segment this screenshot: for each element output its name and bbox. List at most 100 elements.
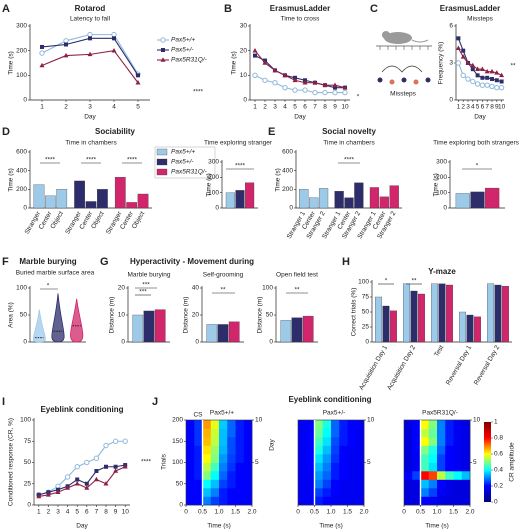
- y-tick-label: 25: [362, 324, 370, 331]
- heatmap-cell: [306, 445, 315, 455]
- y-tick-label: 100: [16, 72, 27, 79]
- heatmap-cell: [210, 454, 220, 463]
- heatmap-cell: [347, 420, 357, 429]
- marker: [489, 83, 495, 90]
- heatmap-cell: [322, 445, 332, 455]
- heatmap-cell: [210, 445, 220, 455]
- heatmap-cell: [186, 479, 195, 489]
- heatmap-cell: [227, 488, 236, 497]
- heatmap-cell: [298, 488, 307, 497]
- x-tick-label: 5: [136, 104, 140, 111]
- heatmap-cell: [412, 488, 421, 497]
- marker: [480, 75, 485, 80]
- marker: [342, 84, 348, 90]
- panel-letter: C: [370, 3, 378, 15]
- bar: [369, 187, 380, 209]
- heatmap-cell: [306, 454, 315, 463]
- heatmap-cell: [445, 496, 454, 506]
- marker: [474, 81, 481, 87]
- y-tick-label: 100: [208, 189, 219, 196]
- y2-tick-label: 10: [255, 417, 263, 424]
- heatmap-cell: [437, 496, 446, 506]
- heatmap-cell: [186, 462, 195, 472]
- bar: [137, 193, 149, 209]
- heatmap-cell: [412, 445, 421, 455]
- bar: [389, 185, 399, 209]
- y-tick-label: 150: [172, 438, 183, 445]
- x-tick-label: 6: [481, 104, 485, 111]
- line: [254, 55, 345, 89]
- bar: [56, 189, 68, 209]
- y-axis-label: Distance (m): [183, 297, 190, 334]
- heatmap-cell: [355, 496, 365, 506]
- x-axis-label: Day: [76, 523, 88, 530]
- heatmap-cell: [453, 496, 463, 506]
- marker: [262, 60, 268, 65]
- y-tick-label: 200: [172, 417, 183, 424]
- heatmap-cell: [306, 420, 315, 429]
- bar: [473, 316, 481, 343]
- heatmap-cell: [194, 479, 203, 489]
- x-tick-label: 2.0: [465, 509, 474, 516]
- heatmap-cell: [420, 454, 430, 463]
- heatmap-cell: [339, 437, 348, 446]
- heatmap-cell: [219, 445, 228, 455]
- heatmap-cell: [339, 488, 348, 497]
- significance: ****: [45, 157, 56, 164]
- y-axis-label: Distance (m): [109, 297, 116, 334]
- marker: [113, 468, 119, 473]
- heatmap-cell: [186, 471, 195, 480]
- heatmap-cell: [355, 471, 365, 480]
- heatmap-cell: [437, 437, 446, 446]
- significance: **: [411, 278, 417, 285]
- marker: [470, 78, 476, 85]
- heatmap-cell: [347, 471, 357, 480]
- panel-letter: J: [152, 396, 158, 408]
- y2-tick-label: 10: [367, 417, 375, 424]
- heatmap-cell: [194, 437, 203, 446]
- heatmap-cell: [412, 454, 421, 463]
- y-tick-label: 200: [208, 174, 219, 181]
- heatmap-cell: [219, 428, 228, 438]
- heatmap-cell: [227, 462, 236, 472]
- marker: [39, 50, 45, 56]
- heatmap-cell: [202, 471, 212, 480]
- marker: [63, 38, 69, 44]
- marker: [84, 485, 90, 490]
- x-tick-label: 10: [122, 509, 130, 516]
- heatmap-cell: [210, 437, 220, 446]
- marker: [312, 80, 318, 85]
- heatmap-cell: [219, 462, 228, 472]
- marker: [136, 73, 140, 78]
- marker: [64, 42, 68, 47]
- heatmap-cell: [243, 428, 253, 438]
- heatmap-cell: [210, 471, 220, 480]
- y-tick-label: 20: [118, 285, 126, 292]
- marker: [55, 489, 61, 495]
- bar: [126, 202, 138, 209]
- marker: [104, 464, 108, 469]
- y-tick-label: 0: [23, 339, 27, 346]
- heatmap-cell: [445, 420, 454, 429]
- y-tick-label: 50: [24, 459, 32, 466]
- x-tick-label: 9: [333, 104, 337, 111]
- bar: [417, 293, 425, 343]
- heatmap-cell: [202, 496, 212, 506]
- marker: [111, 47, 117, 53]
- heatmap-cell: [202, 462, 212, 472]
- category-label: Acquisition Day 2: [386, 344, 417, 391]
- heatmap-cell: [461, 488, 471, 497]
- line: [457, 38, 502, 83]
- heatmap-cell: [194, 420, 203, 429]
- heatmap-cell: [445, 428, 454, 438]
- heatmap-cell: [445, 479, 454, 489]
- y-tick-label: 100: [20, 417, 31, 424]
- heatmap-cell: [194, 428, 203, 438]
- y2-tick-label: 5: [367, 459, 371, 466]
- bar: [143, 310, 155, 343]
- marker: [461, 48, 466, 53]
- legend-label: Pax5+/+: [171, 149, 195, 156]
- marker: [122, 464, 128, 469]
- step-dot: [389, 79, 395, 85]
- marker: [475, 66, 481, 71]
